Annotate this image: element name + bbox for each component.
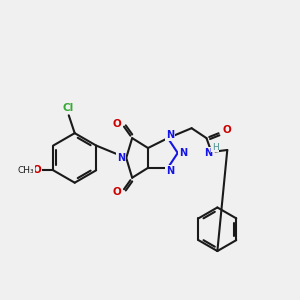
Text: CH₃: CH₃ bbox=[17, 166, 34, 175]
Text: N: N bbox=[166, 130, 174, 140]
Text: O: O bbox=[32, 165, 41, 175]
Text: N: N bbox=[178, 148, 187, 158]
Text: H: H bbox=[212, 142, 219, 152]
Text: O: O bbox=[113, 187, 122, 196]
Text: N: N bbox=[117, 153, 125, 163]
Text: O: O bbox=[113, 119, 122, 129]
Text: N: N bbox=[204, 148, 212, 158]
Text: O: O bbox=[223, 125, 232, 135]
Text: N: N bbox=[166, 166, 174, 176]
Text: Cl: Cl bbox=[62, 103, 74, 113]
